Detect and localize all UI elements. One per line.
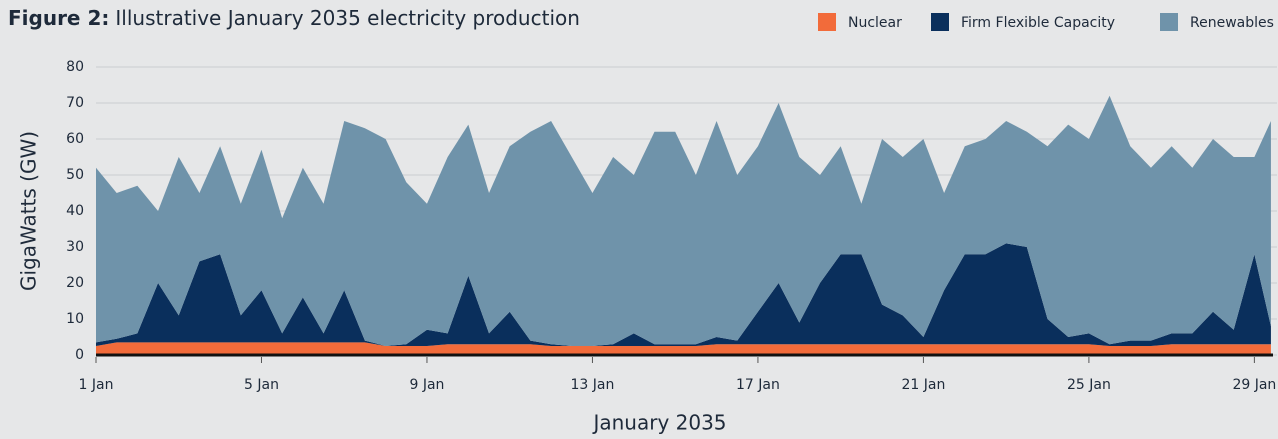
y-tick-label: 60 — [66, 131, 84, 147]
legend-swatch — [1160, 13, 1178, 31]
y-tick-label: 30 — [66, 239, 84, 255]
legend-label: Renewables — [1190, 15, 1274, 31]
y-tick-label: 40 — [66, 203, 84, 219]
y-tick-label: 50 — [66, 167, 84, 183]
chart-title: Illustrative January 2035 electricity pr… — [115, 6, 580, 30]
legend-label: Firm Flexible Capacity — [961, 15, 1115, 31]
x-tick-label: 1 Jan — [79, 377, 114, 393]
x-tick-label: 21 Jan — [901, 377, 945, 393]
y-tick-label: 70 — [66, 95, 84, 111]
area — [96, 95, 1271, 346]
x-tick-label: 29 Jan — [1232, 377, 1276, 393]
y-tick-label: 10 — [66, 311, 84, 327]
x-axis-title: January 2035 — [591, 411, 726, 435]
y-tick-label: 80 — [66, 59, 84, 75]
legend-label: Nuclear — [848, 15, 902, 31]
y-axis-title: GigaWatts (GW) — [17, 131, 41, 291]
x-tick-label: 5 Jan — [244, 377, 279, 393]
x-tick-label: 13 Jan — [571, 377, 615, 393]
legend-swatch — [931, 13, 949, 31]
title: Figure 2: Illustrative January 2035 elect… — [8, 6, 580, 30]
legend-swatch — [818, 13, 836, 31]
area — [96, 243, 1271, 346]
x-tick-label: 17 Jan — [736, 377, 780, 393]
figure-label: Figure 2: — [8, 6, 109, 30]
x-tick-label: 25 Jan — [1067, 377, 1111, 393]
y-tick-label: 0 — [75, 347, 84, 363]
area — [96, 342, 1271, 355]
x-tick-label: 9 Jan — [409, 377, 444, 393]
y-tick-label: 20 — [66, 275, 84, 291]
